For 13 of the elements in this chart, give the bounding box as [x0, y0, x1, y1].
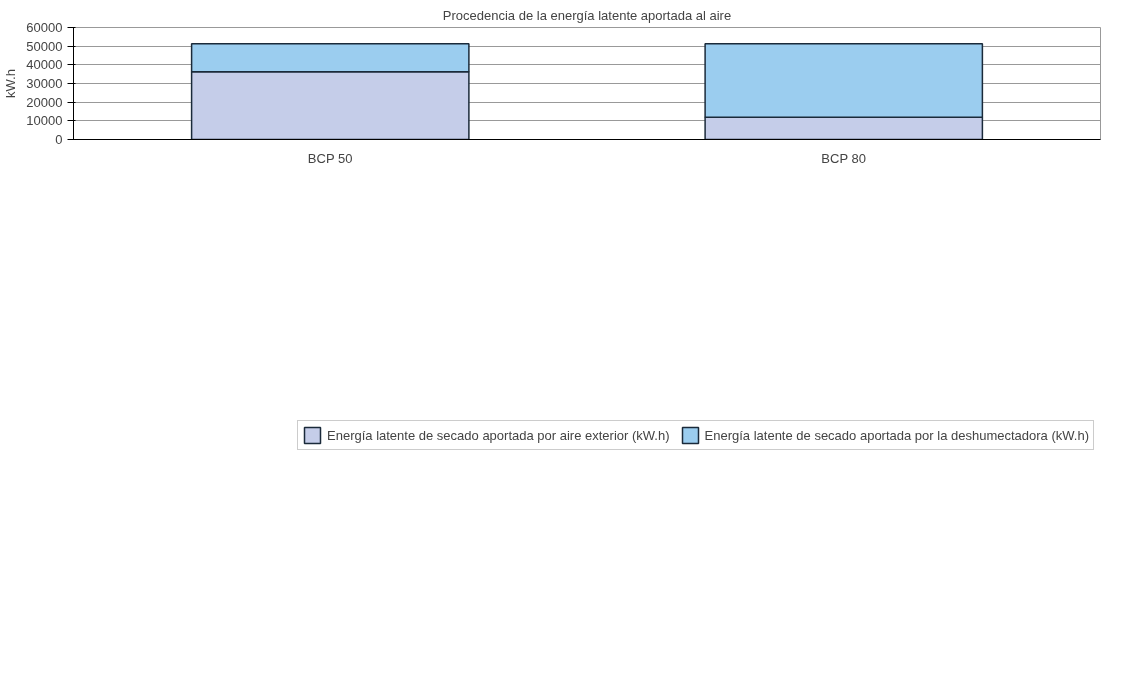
y-tick-label: 60000: [26, 20, 63, 35]
y-tick-label: 40000: [26, 57, 63, 73]
legend-label: Energía latente de secado aportada por la deshumectadora (kW.h): [704, 427, 1089, 443]
chart-title: Procedencia de la energía latente aportada al aire: [442, 7, 732, 23]
y-axis-title: kW.h: [3, 69, 19, 98]
legend-label: Energía latente de secado aportada por aire exterior (kW.h): [327, 427, 670, 443]
y-tick-label: 10000: [26, 113, 63, 129]
y-tick-label: 30000: [26, 76, 63, 91]
x-tick-label: BCP 80: [821, 150, 866, 166]
y-tick-label: 20000: [26, 94, 63, 110]
x-tick-label: BCP 50: [307, 150, 353, 166]
y-tick-label: 0: [55, 132, 63, 147]
y-tick-label: 50000: [26, 38, 63, 54]
